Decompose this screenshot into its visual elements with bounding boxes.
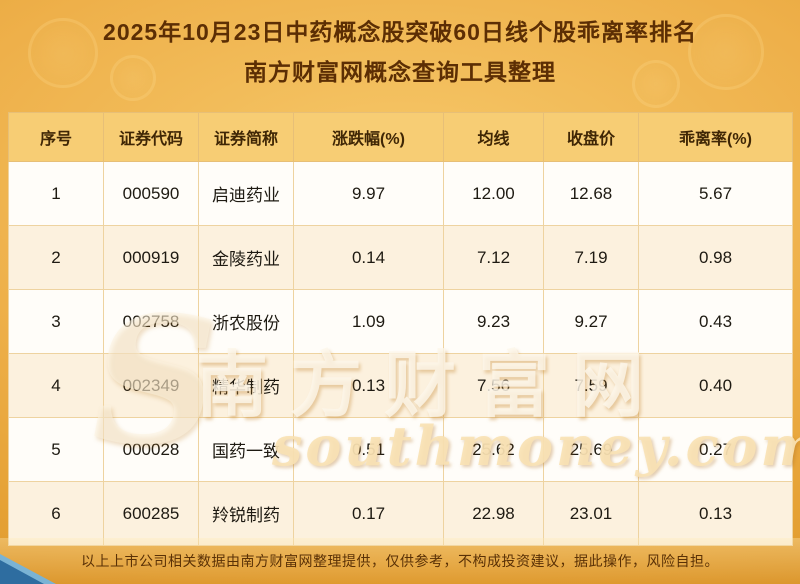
table-cell: 7.56 — [443, 353, 544, 418]
table-cell: 1.09 — [293, 289, 444, 354]
coin-decoration-icon — [688, 14, 764, 90]
header: 2025年10月23日中药概念股突破60日线个股乖离率排名 南方财富网概念查询工… — [0, 0, 800, 92]
column-header: 证券代码 — [103, 112, 199, 162]
table-cell: 0.51 — [293, 417, 444, 482]
column-header: 证券简称 — [198, 112, 294, 162]
table-cell: 羚锐制药 — [198, 481, 294, 546]
table-cell: 0.98 — [638, 225, 793, 290]
table-cell: 9.97 — [293, 161, 444, 226]
table-cell: 600285 — [103, 481, 199, 546]
table-cell: 5 — [8, 417, 104, 482]
table-cell: 0.40 — [638, 353, 793, 418]
table-cell: 金陵药业 — [198, 225, 294, 290]
table-cell: 002349 — [103, 353, 199, 418]
table-cell: 12.00 — [443, 161, 544, 226]
table-cell: 0.13 — [638, 481, 793, 546]
table-cell: 000919 — [103, 225, 199, 290]
table-cell: 国药一致 — [198, 417, 294, 482]
table-cell: 2 — [8, 225, 104, 290]
table-cell: 000028 — [103, 417, 199, 482]
table-cell: 启迪药业 — [198, 161, 294, 226]
coin-decoration-icon — [632, 60, 680, 108]
table-cell: 25.69 — [543, 417, 639, 482]
table-row: 5 000028 国药一致 0.51 25.62 25.69 0.27 — [8, 417, 793, 482]
table-cell: 0.27 — [638, 417, 793, 482]
column-header: 均线 — [443, 112, 544, 162]
table-cell: 9.27 — [543, 289, 639, 354]
table-cell: 25.62 — [443, 417, 544, 482]
disclaimer-text: 以上上市公司相关数据由南方财富网整理提供，仅供参考，不构成投资建议，据此操作，风… — [81, 553, 719, 569]
table-cell: 002758 — [103, 289, 199, 354]
table-cell: 23.01 — [543, 481, 639, 546]
table-cell: 4 — [8, 353, 104, 418]
column-header: 乖离率(%) — [638, 112, 793, 162]
table-cell: 浙农股份 — [198, 289, 294, 354]
table-cell: 9.23 — [443, 289, 544, 354]
corner-triangle-decoration — [0, 560, 44, 584]
table-cell: 7.19 — [543, 225, 639, 290]
table-cell: 0.13 — [293, 353, 444, 418]
table-row: 2 000919 金陵药业 0.14 7.12 7.19 0.98 — [8, 225, 793, 290]
table-cell: 0.43 — [638, 289, 793, 354]
table-cell: 3 — [8, 289, 104, 354]
table-row: 3 002758 浙农股份 1.09 9.23 9.27 0.43 — [8, 289, 793, 354]
table-cell: 7.12 — [443, 225, 544, 290]
table-cell: 000590 — [103, 161, 199, 226]
column-header: 收盘价 — [543, 112, 639, 162]
table-cell: 0.17 — [293, 481, 444, 546]
coin-decoration-icon — [110, 55, 156, 101]
stock-table: 序号 证券代码 证券简称 涨跌幅(%) 均线 收盘价 乖离率(%) 1 000590 启迪药业 9… — [8, 112, 793, 546]
table-row: 4 002349 精华制药 0.13 7.56 7.59 0.40 — [8, 353, 793, 418]
coin-decoration-icon — [28, 18, 98, 88]
table-row: 6 600285 羚锐制药 0.17 22.98 23.01 0.13 — [8, 481, 793, 546]
footer: 以上上市公司相关数据由南方财富网整理提供，仅供参考，不构成投资建议，据此操作，风… — [0, 538, 800, 584]
column-header: 序号 — [8, 112, 104, 162]
table-cell: 6 — [8, 481, 104, 546]
table-cell: 5.67 — [638, 161, 793, 226]
table-cell: 22.98 — [443, 481, 544, 546]
table-cell: 7.59 — [543, 353, 639, 418]
table-cell: 精华制药 — [198, 353, 294, 418]
column-header: 涨跌幅(%) — [293, 112, 444, 162]
page-subtitle: 南方财富网概念查询工具整理 — [244, 59, 556, 85]
table-cell: 12.68 — [543, 161, 639, 226]
table-cell: 0.14 — [293, 225, 444, 290]
table-cell: 1 — [8, 161, 104, 226]
page-title: 2025年10月23日中药概念股突破60日线个股乖离率排名 — [103, 19, 697, 45]
table-header-row: 序号 证券代码 证券简称 涨跌幅(%) 均线 收盘价 乖离率(%) — [8, 112, 793, 162]
table-row: 1 000590 启迪药业 9.97 12.00 12.68 5.67 — [8, 161, 793, 226]
